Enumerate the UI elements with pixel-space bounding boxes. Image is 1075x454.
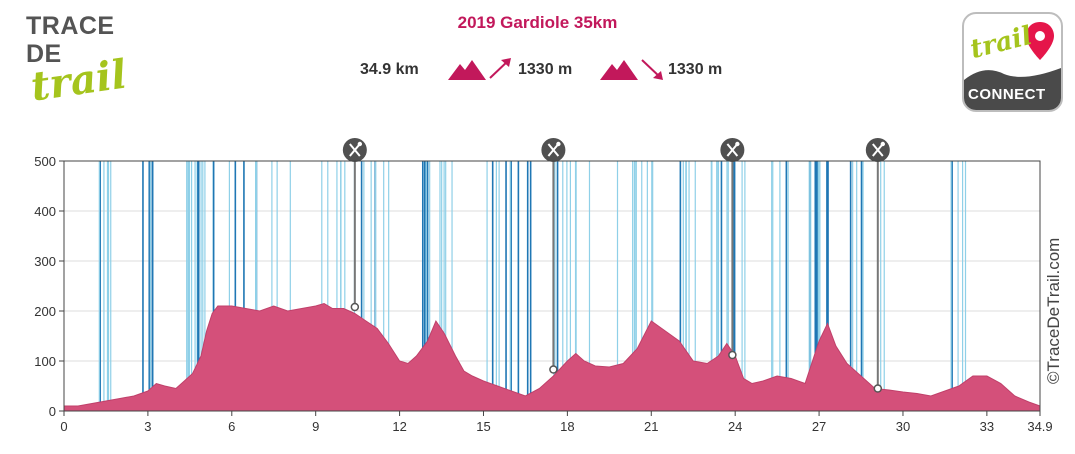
x-tick-label: 3 [144,419,151,434]
fork-knife-icon [342,138,367,162]
descent-value: 1330 m [668,61,723,78]
x-tick-label: 18 [560,419,574,434]
aid-station-marker[interactable] [342,138,367,312]
fork-knife-icon [720,138,745,162]
distance-value: 34.9 km [360,61,419,78]
trail-connect-logo: trail CONNECT [962,12,1063,112]
x-tick-label: 0 [60,419,67,434]
x-tick-label: 27 [812,419,826,434]
x-tick-label: 24 [728,419,742,434]
logo-line-trace: TRACE [26,12,115,40]
plot-frame [63,160,1041,412]
x-tick-label: 21 [644,419,658,434]
tracedetrail-logo: TRACE DE trail [22,10,132,120]
mountain-down-icon [600,59,663,80]
fork-knife-icon [865,138,890,162]
chart-title: 2019 Gardiole 35km [457,13,618,32]
y-tick-label: 200 [34,304,56,319]
x-tick-label: 30 [896,419,910,434]
y-axis-ticks: 0 100 200 300 400 500 [34,154,64,419]
y-tick-label: 500 [34,154,56,169]
copyright-text: ©TraceDeTrail.com [1044,238,1063,384]
mountain-up-icon [448,58,511,80]
x-tick-label: 9 [312,419,319,434]
aid-station-marker[interactable] [720,138,745,360]
waypoints [342,138,890,393]
x-tick-label: 12 [392,419,406,434]
logo-word-connect: CONNECT [968,86,1046,103]
x-tick-label: 15 [476,419,490,434]
aid-station-marker[interactable] [541,138,566,374]
x-tick-label: 34.9 [1027,419,1052,434]
x-axis-ticks: 0 3 6 9 12 15 18 21 24 27 30 33 34.9 [60,411,1053,434]
x-tick-label: 6 [228,419,235,434]
y-tick-label: 0 [49,404,56,419]
fork-knife-icon [541,138,566,162]
x-tick-label: 33 [980,419,994,434]
elevation-area [63,302,1041,412]
aid-station-marker[interactable] [865,138,890,393]
y-tick-label: 300 [34,254,56,269]
ascent-value: 1330 m [518,61,573,78]
logo-line-de: DE [26,40,62,68]
y-tick-label: 100 [34,354,56,369]
y-tick-label: 400 [34,204,56,219]
